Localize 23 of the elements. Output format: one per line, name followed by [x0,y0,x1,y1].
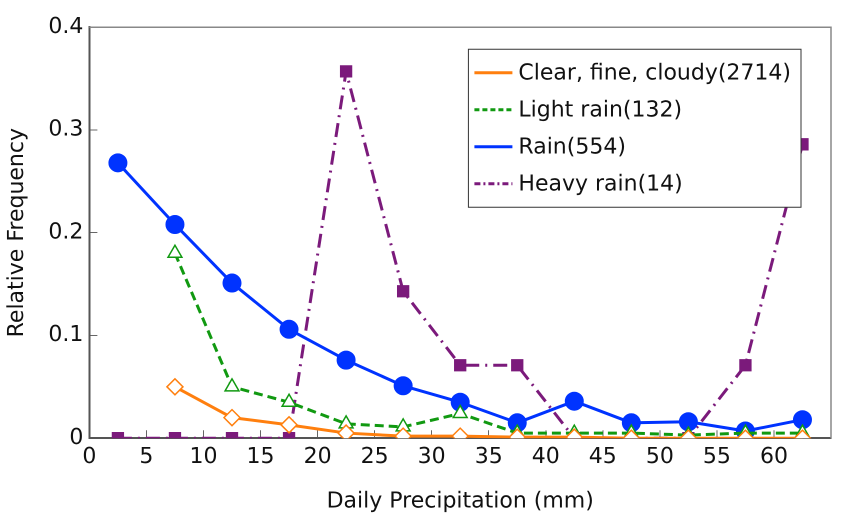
legend-label: Clear, fine, cloudy(2714) [518,60,791,86]
x-tick-label: 30 [418,444,446,470]
x-tick-label: 45 [588,444,617,470]
legend-label: Rain(554) [518,134,626,160]
y-tick-label: 0.3 [48,116,84,142]
y-tick-label: 0.1 [48,322,84,348]
y-tick-label: 0 [69,424,84,450]
y-tick-label: 0.4 [48,14,84,39]
legend-label: Heavy rain(14) [518,171,683,196]
x-tick-label: 20 [304,444,332,470]
x-tick-label: 10 [189,444,218,470]
x-tick-label: 25 [360,444,389,470]
y-axis-title: Relative Frequency [4,128,29,338]
y-tick-label: 0.2 [48,219,84,244]
x-axis-title: Daily Precipitation (mm) [326,488,594,514]
x-tick-label: 5 [139,444,154,470]
x-tick-label: 35 [474,444,503,470]
x-tick-label: 55 [702,444,731,470]
x-tick-label: 15 [246,444,275,470]
x-tick-label: 50 [646,444,674,470]
legend-label: Light rain(132) [518,97,682,122]
x-tick-label: 60 [760,444,788,470]
x-tick-label: 40 [532,444,560,470]
